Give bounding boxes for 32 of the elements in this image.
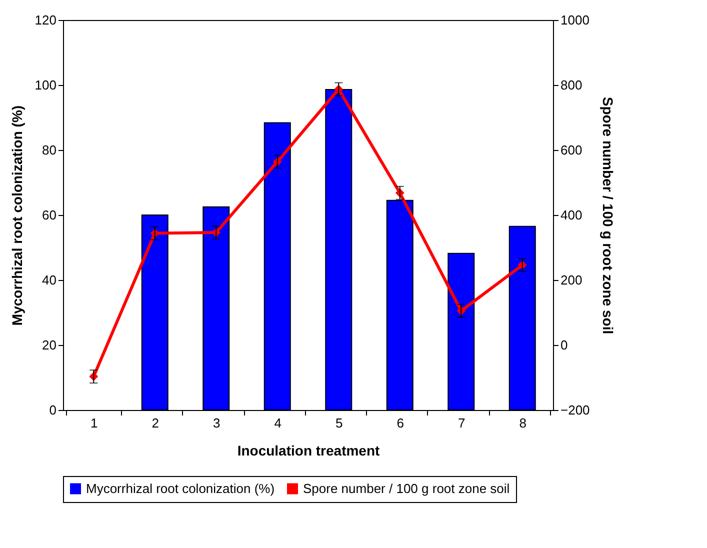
y-axis-title: Mycorrhizal root colonization (%)	[8, 105, 25, 326]
x-tick-label: 6	[396, 416, 404, 430]
bar	[202, 206, 230, 410]
bar	[448, 252, 475, 410]
y-tick-label: 100	[34, 78, 56, 92]
legend-label: Spore number / 100 g root zone soil	[303, 480, 510, 496]
x-tick-label: 4	[274, 416, 282, 430]
bar	[264, 122, 291, 410]
bar	[508, 226, 536, 410]
y2-tick-label: −200	[560, 402, 590, 418]
y-tick-label: 40	[42, 272, 56, 288]
x-tick-label: 5	[336, 416, 343, 430]
x-axis-title: Inoculation treatment	[237, 442, 380, 458]
x-tick-label: 8	[519, 416, 526, 430]
y-tick-label: 20	[42, 338, 56, 352]
y-tick-label: 120	[34, 12, 56, 28]
y-tick-label: 0	[49, 402, 56, 418]
y2-tick-label: 400	[560, 208, 582, 222]
y2-tick-label: 600	[560, 142, 582, 158]
y2-tick-label: 1000	[560, 12, 590, 28]
y-tick-label: 80	[42, 142, 56, 158]
y2-tick-label: 200	[560, 272, 582, 288]
x-tick-label: 3	[213, 416, 220, 430]
x-tick-label: 2	[152, 416, 159, 430]
bar	[141, 214, 168, 410]
legend-label: Mycorrhizal root colonization (%)	[86, 480, 275, 496]
y2-tick-label: 800	[560, 78, 582, 92]
y-tick-label: 60	[42, 208, 56, 222]
y2-axis-title: Spore number / 100 g root zone soil	[600, 96, 616, 334]
x-tick-label: 7	[458, 416, 466, 430]
x-tick-label: 1	[90, 416, 98, 430]
y2-tick-label: 0	[560, 338, 568, 352]
